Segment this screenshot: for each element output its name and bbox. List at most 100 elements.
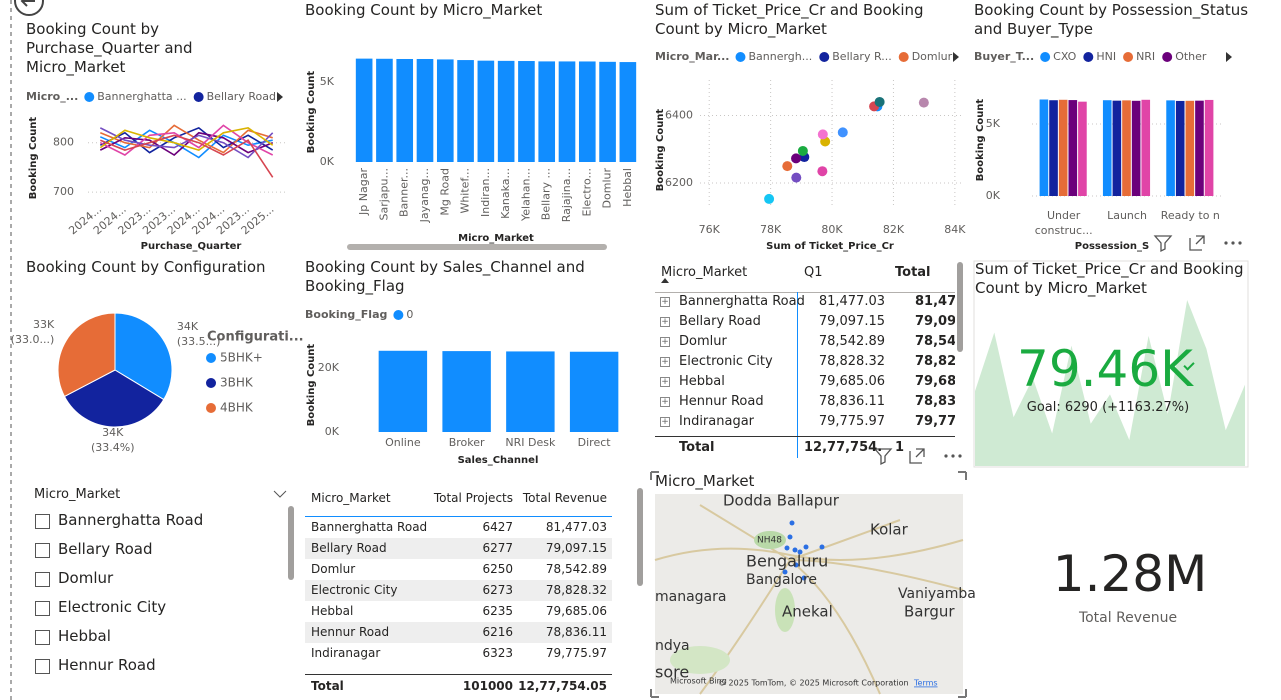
column-header: Total Revenue	[522, 491, 607, 505]
bar	[497, 60, 515, 162]
x-tick-label: Under construc...	[1034, 209, 1093, 237]
cell: Hennur Road	[311, 625, 390, 639]
legend-marker	[1040, 52, 1051, 62]
legend-title: Micro_Mar...	[655, 50, 729, 63]
bar	[619, 62, 637, 162]
pie-slice	[114, 312, 173, 401]
total-cell: 1	[895, 440, 905, 455]
x-tick-label: Whitef...	[459, 168, 472, 214]
point	[817, 129, 828, 140]
x-tick-label: Online	[385, 436, 421, 449]
checkbox[interactable]	[35, 543, 50, 558]
x-tick-label: Broker	[449, 436, 485, 449]
checkbox[interactable]	[35, 572, 50, 587]
legend-label: Bannergh...	[748, 50, 812, 63]
cell: 78,828.32	[818, 354, 885, 369]
expand-icon: +	[660, 297, 670, 307]
kpi-goal: Goal: 6290 (+1163.27%)	[1026, 400, 1190, 415]
scrollbar[interactable]	[957, 262, 963, 352]
checkbox[interactable]	[35, 659, 50, 674]
total-cell: 12,77,754.05	[518, 679, 607, 693]
map-label: sore	[655, 663, 689, 682]
x-tick-label: Domlur	[601, 168, 614, 209]
bar	[457, 60, 474, 163]
y-tick-label: 0K	[320, 155, 335, 168]
x-tick-label: 80K	[821, 223, 843, 236]
x-tick-label: 82K	[883, 223, 905, 236]
y-tick-label: 0K	[325, 425, 340, 438]
cell: 79,775.97	[818, 414, 885, 429]
legend-marker	[898, 52, 909, 62]
legend-label: Domlur	[912, 50, 953, 63]
y-axis-title: Booking Count	[306, 71, 317, 154]
bar	[1039, 99, 1049, 196]
map[interactable]	[650, 471, 967, 698]
x-tick-label: Launch	[1107, 209, 1147, 222]
checkbox[interactable]	[35, 630, 50, 645]
map-label: Bengaluru	[746, 552, 828, 571]
row-band	[305, 538, 612, 559]
bar	[1112, 100, 1122, 196]
map-title: Micro_Market	[655, 472, 755, 490]
legend-title: Micro_...	[26, 90, 78, 103]
x-axis-title: Possession_S	[1075, 241, 1149, 252]
checkbox[interactable]	[35, 514, 50, 529]
x-tick-label: Mg Road	[438, 168, 451, 216]
point	[837, 127, 848, 138]
cell: Bellary Road	[311, 541, 387, 555]
legend-marker	[206, 353, 216, 363]
map-label: Kolar	[870, 521, 909, 539]
total-cell: 101000	[462, 679, 513, 693]
legend-label: Other	[1175, 50, 1207, 63]
back-button[interactable]	[14, 0, 44, 16]
column-header: Total Projects	[433, 491, 513, 505]
x-tick-label: 84K	[944, 223, 966, 236]
x-axis-title: Sum of Ticket_Price_Cr	[766, 241, 894, 252]
row-label: Bannerghatta Road	[679, 294, 805, 309]
point	[874, 96, 885, 107]
total-cell: Total	[311, 679, 344, 693]
checkbox[interactable]	[35, 601, 50, 616]
bar	[376, 58, 393, 162]
expand-icon: +	[660, 377, 670, 387]
cell: 79,685.06	[545, 604, 607, 618]
bar	[1166, 100, 1175, 196]
scrollbar[interactable]	[347, 244, 607, 250]
x-tick-label: 76K	[699, 223, 721, 236]
scrollbar[interactable]	[288, 506, 294, 580]
y-axis-title: Booking Count	[306, 344, 317, 427]
cell: 79,685.06	[818, 374, 885, 389]
matrix: Micro_Market Q1 Total + Bannerghatta Road 81,…	[655, 262, 955, 458]
cell: 6427	[482, 520, 513, 534]
legend-marker	[393, 310, 404, 320]
slicer-chevron[interactable]	[273, 490, 287, 498]
column-header: Total	[895, 265, 931, 280]
cell: 79,097.15	[818, 314, 885, 329]
bar	[396, 58, 414, 163]
cell: 78,542.89	[818, 334, 885, 349]
bar	[1068, 100, 1078, 196]
row-label: Indiranagar	[679, 414, 755, 429]
cell: 79,775.97	[545, 646, 607, 660]
pie-slice	[57, 312, 116, 398]
cell: 81,477	[915, 294, 955, 309]
legend-label: 5BHK+	[220, 351, 263, 365]
x-tick-label: Direct	[578, 436, 612, 449]
scrollbar[interactable]	[637, 488, 643, 586]
cell: 78,836.11	[545, 625, 607, 639]
visual-header-icons[interactable]	[873, 235, 1205, 466]
bar	[569, 351, 619, 432]
x-tick-label: Jayanag...	[418, 168, 431, 223]
x-tick-label: Jp Nagar	[357, 168, 370, 216]
bar	[1058, 99, 1068, 196]
cell: 78,836	[915, 394, 955, 409]
more-icons[interactable]	[944, 241, 1242, 458]
column-header: Micro_Market	[311, 491, 391, 505]
map-label: Terms	[913, 679, 938, 688]
slicer-item: Domlur	[58, 569, 114, 587]
x-tick-label: Bellary ...	[540, 168, 553, 220]
legend-title: Buyer_T...	[974, 50, 1034, 63]
cell: 78,828	[915, 354, 955, 369]
bar	[538, 61, 556, 162]
